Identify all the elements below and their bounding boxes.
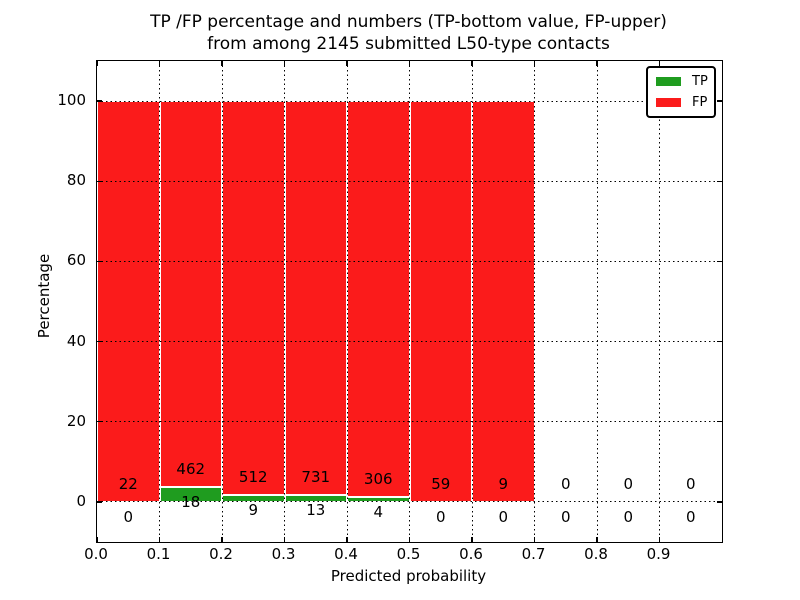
- x-tick-bottom: [158, 537, 161, 542]
- x-tick-bottom: [471, 537, 473, 542]
- x-tick-bottom: [408, 537, 411, 542]
- fp-bar: [284, 101, 347, 495]
- chart-title-line1: TP /FP percentage and numbers (TP-bottom…: [150, 12, 667, 32]
- tp-count-label: 4: [373, 502, 384, 521]
- x-tick-label: 0.1: [146, 545, 171, 563]
- fp-count-label: 0: [560, 474, 571, 493]
- y-tick-left: [97, 501, 102, 503]
- fp-count-label: 22: [118, 474, 138, 493]
- x-tick-bottom: [96, 537, 98, 542]
- x-gridline: [534, 61, 535, 542]
- x-gridline: [659, 61, 660, 542]
- x-tick-top: [658, 61, 661, 66]
- x-gridline: [346, 61, 348, 542]
- x-gridline: [471, 61, 473, 542]
- fp-bar: [222, 101, 285, 495]
- fp-bar: [472, 101, 535, 502]
- x-tick-top: [96, 61, 98, 66]
- x-tick-label: 0.8: [584, 545, 608, 563]
- x-tick-bottom: [596, 537, 598, 542]
- y-tick-right: [717, 260, 722, 262]
- fp-count-label: 731: [301, 467, 331, 486]
- tp-count-label: 0: [623, 507, 634, 526]
- y-tick-left: [97, 100, 102, 102]
- fp-legend-label: FP: [692, 95, 708, 110]
- x-tick-top: [408, 61, 411, 66]
- y-tick-left: [97, 260, 102, 262]
- y-tick-right: [717, 340, 722, 343]
- x-tick-top: [283, 61, 286, 66]
- chart-title-line2: from among 2145 submitted L50-type conta…: [207, 34, 610, 54]
- tp-legend-swatch: [656, 77, 681, 86]
- x-tick-label: 0.5: [396, 545, 421, 563]
- y-tick-right: [717, 100, 722, 102]
- y-tick-label: 60: [66, 251, 86, 270]
- tp-count-label: 0: [435, 507, 446, 526]
- x-tick-top: [596, 61, 598, 66]
- x-tick-top: [471, 61, 473, 66]
- x-axis-title: Predicted probability: [330, 567, 487, 585]
- y-tick-right: [717, 421, 722, 423]
- x-tick-label: 0.2: [209, 545, 233, 563]
- fp-count-label: 0: [623, 474, 634, 493]
- tp-count-label: 0: [498, 507, 509, 526]
- x-gridline: [159, 61, 160, 542]
- tp-count-label: 18: [181, 492, 201, 511]
- x-tick-top: [346, 61, 348, 66]
- fp-legend-swatch: [656, 98, 681, 107]
- y-tick-label: 40: [66, 331, 86, 350]
- y-tick-label: 0: [76, 491, 86, 510]
- fp-bar: [97, 101, 160, 502]
- legend-item-tp: TP: [656, 75, 714, 88]
- y-tick-label: 100: [57, 91, 86, 110]
- x-tick-top: [221, 61, 223, 66]
- fp-bar: [347, 101, 410, 497]
- x-tick-bottom: [221, 537, 223, 542]
- y-tick-label: 80: [66, 171, 86, 190]
- fp-count-label: 59: [431, 474, 451, 493]
- tp-count-label: 0: [123, 507, 134, 526]
- x-gridline: [409, 61, 410, 542]
- x-tick-label: 0.9: [646, 545, 671, 563]
- fp-count-label: 512: [238, 467, 268, 486]
- x-gridline: [284, 61, 285, 542]
- y-tick-right: [717, 180, 722, 182]
- x-tick-bottom: [533, 537, 536, 542]
- tp-count-label: 13: [306, 500, 326, 519]
- fp-bar: [159, 101, 222, 487]
- fp-count-label: 462: [176, 459, 206, 478]
- x-tick-label: 0.7: [521, 545, 546, 563]
- tp-legend-label: TP: [692, 74, 708, 89]
- x-gridline: [221, 61, 223, 542]
- fp-count-label: 9: [498, 474, 509, 493]
- chart-title: TP /FP percentage and numbers (TP-bottom…: [96, 11, 721, 55]
- x-tick-label: 0.3: [271, 545, 296, 563]
- y-tick-left: [97, 421, 102, 423]
- x-tick-label: 0.6: [459, 545, 483, 563]
- tp-count-label: 0: [560, 507, 571, 526]
- plot-area: TP FP 22 0 462 18 512 9 731 13 306 4 59 0 9 0 0 0 0 0 0 0: [96, 60, 723, 543]
- x-tick-top: [533, 61, 536, 66]
- y-tick-left: [97, 180, 102, 182]
- x-tick-label: 0.0: [84, 545, 108, 563]
- tp-count-label: 0: [685, 507, 696, 526]
- y-tick-left: [97, 340, 102, 343]
- fp-count-label: 306: [363, 469, 393, 488]
- fp-bar: [409, 101, 472, 502]
- tp-count-label: 9: [248, 500, 259, 519]
- x-tick-bottom: [658, 537, 661, 542]
- fp-count-label: 0: [685, 474, 696, 493]
- x-tick-top: [158, 61, 161, 66]
- legend: TP FP: [646, 66, 716, 118]
- y-tick-right: [717, 501, 722, 503]
- x-tick-bottom: [346, 537, 348, 542]
- legend-item-fp: FP: [656, 96, 714, 109]
- y-tick-label: 20: [66, 411, 86, 430]
- x-tick-label: 0.4: [334, 545, 358, 563]
- x-gridline: [596, 61, 598, 542]
- x-tick-bottom: [283, 537, 286, 542]
